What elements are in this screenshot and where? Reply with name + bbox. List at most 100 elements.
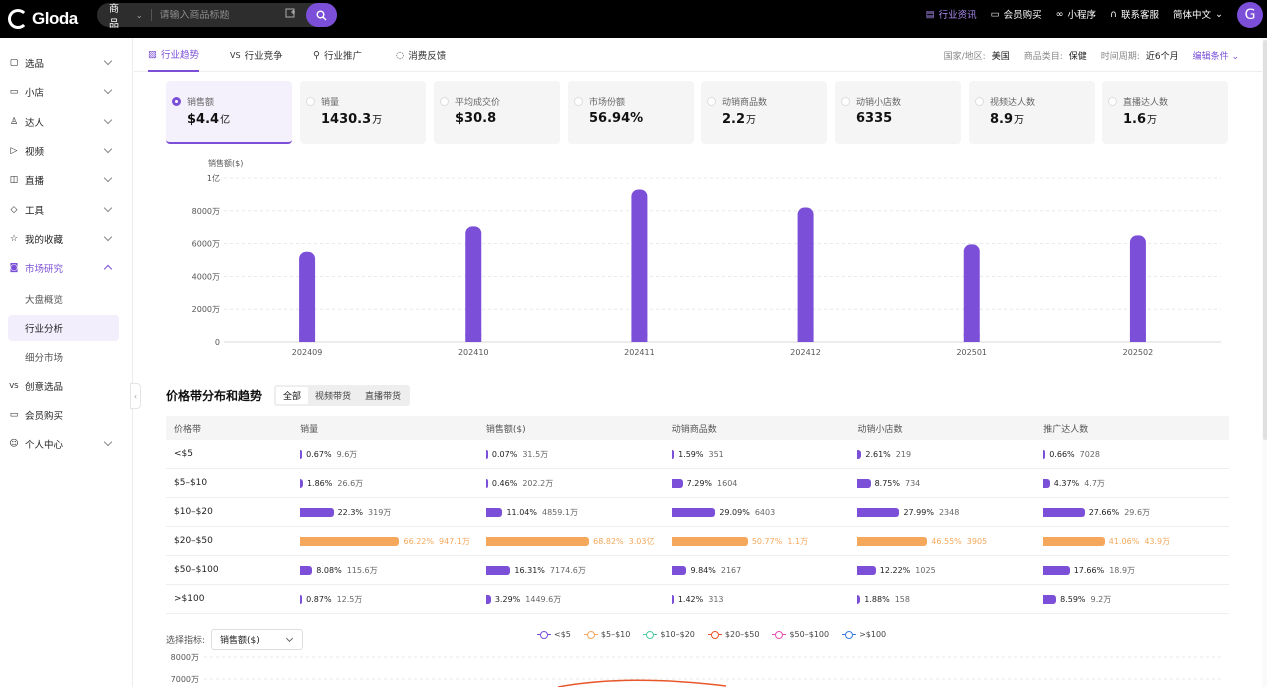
sales-bar-chart: 销售额($) 0 2000万 4000万 6000万 8000万 1亿 202409 20241… bbox=[192, 158, 1221, 357]
filter-summary: 国家/地区: 美国 商品类目: 保健 时间周期: 近6个月 编辑条件 ⌄ bbox=[944, 38, 1239, 72]
table-cell: 4.37% 4.7万 bbox=[1043, 478, 1229, 489]
table-row[interactable]: >$100 0.87% 12.5万 3.29% 1449.6万 1.42% 313 1.88%… bbox=[166, 585, 1229, 614]
x-tick-label: 202502 bbox=[1123, 348, 1154, 357]
scrollbar-thumb[interactable] bbox=[1263, 40, 1267, 440]
share-bar bbox=[485, 594, 491, 604]
share-percent: 7.29% bbox=[686, 478, 713, 488]
sidebar-item-tools[interactable]: ◇ 工具 bbox=[0, 196, 133, 224]
metric-select[interactable]: 销售额($) bbox=[211, 629, 304, 650]
share-bar bbox=[300, 536, 400, 546]
table-row[interactable]: $5–$10 1.86% 26.6万 0.46% 202.2万 7.29% 1604 8.75… bbox=[166, 469, 1229, 498]
sidebar-item-membership[interactable]: ▭ 会员购买 bbox=[9, 410, 64, 422]
search-input[interactable] bbox=[159, 9, 285, 21]
legend-item[interactable]: $10–$20 bbox=[643, 630, 695, 639]
legend-label: <$5 bbox=[554, 630, 571, 639]
share-bar bbox=[485, 565, 511, 575]
sidebar-item-live[interactable]: ◫ 直播 bbox=[0, 166, 133, 194]
share-bar bbox=[857, 594, 861, 604]
price-band-label: $20–$50 bbox=[174, 536, 213, 546]
legend-item[interactable]: >$100 bbox=[842, 630, 886, 639]
logo[interactable]: Gloda bbox=[8, 6, 78, 32]
sidebar-item-profile[interactable]: ☺ 个人中心 bbox=[0, 430, 133, 458]
table-cell: 0.87% 12.5万 bbox=[300, 594, 486, 605]
metric-card-volume[interactable]: 销量 1430.3万 bbox=[300, 81, 426, 144]
table-row[interactable]: $50–$100 8.08% 115.6万 16.31% 7174.6万 9.84% 216… bbox=[166, 556, 1229, 585]
table-cell: 27.99% 2348 bbox=[857, 507, 1043, 517]
table-row[interactable]: $20–$50 66.22% 947.1万 68.82% 3.03亿 50.77% 1.1万… bbox=[166, 527, 1229, 556]
top-nav-industry-news[interactable]: ▤ 行业资讯 bbox=[925, 8, 977, 22]
tab-industry-promotion[interactable]: ⚲ 行业推广 bbox=[313, 49, 362, 63]
share-percent: 9.84% bbox=[690, 565, 716, 575]
share-bar bbox=[1043, 478, 1050, 488]
sidebar-item-influencer[interactable]: ♙ 达人 bbox=[0, 108, 133, 136]
card-icon: ▭ bbox=[9, 410, 19, 420]
market-icon: ◙ bbox=[9, 263, 19, 273]
legend-item[interactable]: $50–$100 bbox=[772, 630, 829, 639]
top-nav-miniprogram[interactable]: ∞ 小程序 bbox=[1055, 8, 1097, 22]
metric-card-active-products[interactable]: 动销商品数 2.2万 bbox=[701, 81, 827, 144]
chevron-down-icon bbox=[103, 115, 113, 125]
sidebar-sub-industry-analysis[interactable]: 行业分析 bbox=[8, 315, 119, 341]
table-cell: 1.88% 158 bbox=[857, 594, 1043, 604]
search-button[interactable] bbox=[306, 3, 337, 27]
share-percent: 46.55% bbox=[931, 536, 962, 546]
table-row[interactable]: <$5 0.67% 9.6万 0.07% 31.5万 1.59% 351 2.61% 219 0.… bbox=[166, 440, 1229, 469]
share-percent: 8.08% bbox=[316, 565, 342, 575]
sidebar-item-favorites[interactable]: ☆ 我的收藏 bbox=[0, 225, 133, 253]
top-nav-support[interactable]: ∩ 联系客服 bbox=[1110, 8, 1160, 22]
sidebar-sub-overview[interactable]: 大盘概览 bbox=[25, 295, 64, 306]
bar-base bbox=[1129, 334, 1146, 342]
search-bar: 商品 ⌄ bbox=[97, 3, 337, 30]
image-search-icon[interactable] bbox=[285, 8, 299, 22]
top-nav: ▤ 行业资讯 ▭ 会员购买 ∞ 小程序 ∩ 联系客服 简体中文 ⌄ bbox=[926, 0, 1223, 28]
table-cell: 8.75% 734 bbox=[857, 478, 1043, 488]
legend-item[interactable]: $20–$50 bbox=[707, 630, 759, 639]
sidebar-collapse-button[interactable]: ‹ bbox=[130, 383, 141, 409]
table-header: 价格带 销量 销售额($) 动销商品数 动销小店数 推广达人数 bbox=[166, 416, 1229, 440]
tab-industry-competition[interactable]: VS 行业竞争 bbox=[230, 50, 283, 63]
search-type-select[interactable]: 商品 ⌄ bbox=[109, 4, 143, 30]
segment-all[interactable]: 全部 bbox=[276, 387, 309, 404]
share-percent: 41.06% bbox=[1108, 536, 1140, 546]
segment-live[interactable]: 直播带货 bbox=[365, 392, 402, 402]
sidebar-sub-segment-market[interactable]: 细分市场 bbox=[25, 353, 64, 364]
share-value: 1.1万 bbox=[787, 536, 809, 546]
box-icon: ▢ bbox=[9, 58, 19, 68]
share-value: 4859.1万 bbox=[541, 507, 578, 517]
top-bar: Gloda 商品 ⌄ ▤行业资讯 ▭会员购买 ∞小程序 ∩联系客服 简体中文⌄ … bbox=[0, 0, 1267, 38]
share-value: 1449.6万 bbox=[525, 594, 562, 604]
legend-item[interactable]: $5–$10 bbox=[583, 630, 630, 639]
trend-icon: ▨ bbox=[148, 48, 157, 60]
chevron-down-icon: ⌄ bbox=[135, 10, 143, 20]
metric-card-video-creators[interactable]: 视频达人数 8.9万 bbox=[969, 81, 1095, 144]
sidebar-item-market-research[interactable]: ◙ 市场研究 bbox=[0, 254, 133, 282]
tab-industry-trend[interactable]: ▨ 行业趋势 bbox=[148, 38, 199, 72]
metric-card-active-shops[interactable]: 动销小店数 6335 bbox=[835, 81, 961, 144]
share-percent: 12.22% bbox=[879, 565, 911, 575]
radio-selected bbox=[172, 97, 181, 106]
language-select[interactable]: 简体中文 ⌄ bbox=[1173, 8, 1223, 22]
price-band-label: $50–$100 bbox=[174, 565, 219, 575]
sidebar-item-selection[interactable]: ▢ 选品 bbox=[0, 49, 133, 77]
share-bar bbox=[857, 507, 900, 517]
table-row[interactable]: $10–$20 22.3% 319万 11.04% 4859.1万 29.09% 6403 2… bbox=[166, 498, 1229, 527]
search-icon bbox=[316, 10, 327, 20]
share-percent: 17.66% bbox=[1073, 565, 1105, 575]
sidebar-item-creative[interactable]: VS 创意选品 bbox=[9, 382, 64, 393]
metric-card-sales[interactable]: 销售额 $4.4亿 bbox=[166, 81, 292, 144]
top-nav-membership[interactable]: ▭ 会员购买 bbox=[990, 8, 1042, 22]
sidebar-item-video[interactable]: ▷ 视频 bbox=[0, 137, 133, 165]
metric-card-avg-price[interactable]: 平均成交价 $30.8 bbox=[434, 81, 560, 144]
share-value: 947.1万 bbox=[439, 536, 470, 546]
legend-item[interactable]: <$5 bbox=[537, 630, 571, 639]
chevron-down-icon bbox=[103, 173, 113, 183]
table-cell: 0.07% 31.5万 bbox=[485, 449, 672, 460]
edit-filters-button[interactable]: 编辑条件 ⌄ bbox=[1192, 51, 1239, 62]
avatar[interactable]: G bbox=[1237, 2, 1263, 28]
tab-consumer-feedback[interactable]: ◌ 消费反馈 bbox=[396, 49, 447, 63]
metric-card-market-share[interactable]: 市场份额 56.94% bbox=[568, 81, 694, 144]
metric-card-live-creators[interactable]: 直播达人数 1.6万 bbox=[1102, 81, 1228, 144]
segment-video[interactable]: 视频带货 bbox=[315, 392, 352, 402]
share-percent: 22.3% bbox=[337, 507, 364, 517]
sidebar-item-shop[interactable]: ▭ 小店 bbox=[0, 78, 133, 106]
